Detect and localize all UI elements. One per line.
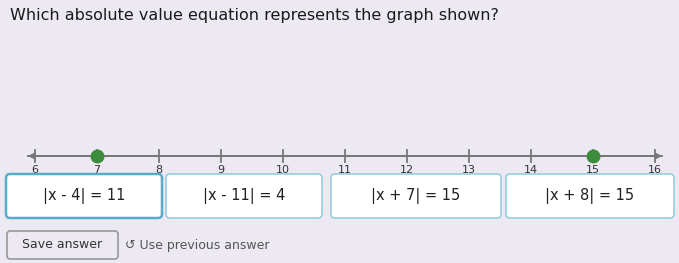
Text: |x - 11| = 4: |x - 11| = 4 (203, 188, 285, 204)
Text: 9: 9 (217, 165, 225, 175)
Text: 11: 11 (338, 165, 352, 175)
FancyBboxPatch shape (7, 231, 118, 259)
Text: 13: 13 (462, 165, 476, 175)
FancyBboxPatch shape (166, 174, 322, 218)
Text: |x + 7| = 15: |x + 7| = 15 (371, 188, 460, 204)
Text: |x + 8| = 15: |x + 8| = 15 (545, 188, 635, 204)
Text: 14: 14 (524, 165, 538, 175)
Text: Save answer: Save answer (22, 239, 103, 251)
FancyBboxPatch shape (331, 174, 501, 218)
Text: |x - 4| = 11: |x - 4| = 11 (43, 188, 125, 204)
Text: 8: 8 (155, 165, 162, 175)
Text: ↺ Use previous answer: ↺ Use previous answer (125, 239, 270, 251)
Text: 10: 10 (276, 165, 290, 175)
Text: 12: 12 (400, 165, 414, 175)
FancyBboxPatch shape (6, 174, 162, 218)
Text: 15: 15 (586, 165, 600, 175)
FancyBboxPatch shape (506, 174, 674, 218)
Text: 7: 7 (94, 165, 100, 175)
Text: Which absolute value equation represents the graph shown?: Which absolute value equation represents… (10, 8, 499, 23)
Text: 6: 6 (31, 165, 39, 175)
Text: 16: 16 (648, 165, 662, 175)
